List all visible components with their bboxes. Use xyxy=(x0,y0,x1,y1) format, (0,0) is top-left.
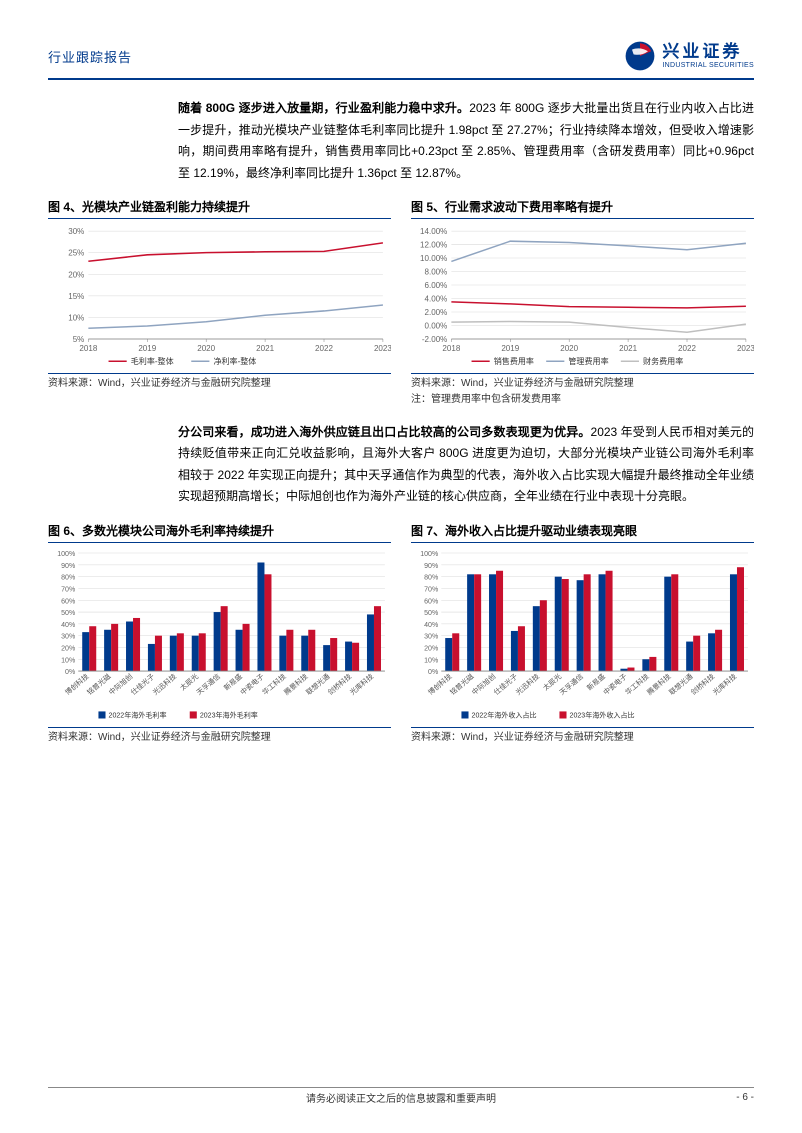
svg-text:8.00%: 8.00% xyxy=(425,268,448,277)
svg-text:光迅科技: 光迅科技 xyxy=(151,672,178,697)
svg-text:10%: 10% xyxy=(424,657,439,664)
svg-text:15%: 15% xyxy=(68,292,84,301)
svg-text:光库科技: 光库科技 xyxy=(348,672,375,697)
svg-text:10%: 10% xyxy=(61,657,76,664)
svg-text:天孚通信: 天孚通信 xyxy=(558,672,585,697)
svg-text:25%: 25% xyxy=(68,249,84,258)
svg-text:2021: 2021 xyxy=(619,344,637,353)
svg-text:60%: 60% xyxy=(424,598,439,605)
svg-text:管理费用率: 管理费用率 xyxy=(568,357,608,367)
svg-text:毛利率-整体: 毛利率-整体 xyxy=(131,357,174,367)
company-logo: 兴业证券 INDUSTRIAL SECURITIES xyxy=(624,40,754,72)
paragraph-2-bold: 分公司来看，成功进入海外供应链且出口占比较高的公司多数表现更为优异。 xyxy=(178,425,591,439)
svg-text:100%: 100% xyxy=(57,551,76,558)
chart-5-source: 资料来源：Wind，兴业证券经济与金融研究院整理 注：管理费用率中包含研发费用率 xyxy=(411,373,754,408)
svg-text:90%: 90% xyxy=(424,563,439,570)
svg-text:4.00%: 4.00% xyxy=(425,295,448,304)
svg-text:20%: 20% xyxy=(61,646,76,653)
svg-text:70%: 70% xyxy=(424,587,439,594)
svg-text:20%: 20% xyxy=(424,646,439,653)
chart-4-block: 图 4、光模块产业链盈利能力持续提升 5% 10% 15% 20% 25% 30% 2018… xyxy=(48,198,391,407)
svg-text:10%: 10% xyxy=(68,314,84,323)
svg-text:销售费用率: 销售费用率 xyxy=(494,357,534,367)
svg-text:2021: 2021 xyxy=(256,344,274,353)
svg-text:30%: 30% xyxy=(68,227,84,236)
svg-text:50%: 50% xyxy=(61,610,76,617)
svg-text:60%: 60% xyxy=(61,598,76,605)
logo-text-en: INDUSTRIAL SECURITIES xyxy=(662,62,754,70)
svg-text:100%: 100% xyxy=(420,551,439,558)
svg-text:2022年海外毛利率: 2022年海外毛利率 xyxy=(109,710,167,719)
svg-text:2023: 2023 xyxy=(374,344,391,353)
footer-disclaimer: 请务必阅读正文之后的信息披露和重要声明 xyxy=(306,1090,496,1105)
svg-text:80%: 80% xyxy=(61,575,76,582)
svg-text:0%: 0% xyxy=(65,669,76,676)
svg-text:2020: 2020 xyxy=(560,344,578,353)
svg-text:14.00%: 14.00% xyxy=(420,227,447,236)
logo-text-cn: 兴业证券 xyxy=(662,43,754,62)
chart-4-title: 图 4、光模块产业链盈利能力持续提升 xyxy=(48,198,391,219)
svg-text:50%: 50% xyxy=(424,610,439,617)
page-footer: 请务必阅读正文之后的信息披露和重要声明 - 6 - xyxy=(48,1087,754,1103)
svg-text:6.00%: 6.00% xyxy=(425,281,448,290)
svg-text:2019: 2019 xyxy=(138,344,156,353)
charts-row-2: 图 6、多数光模块公司海外毛利率持续提升 0% 10% 20% 30% 40% 50% 60… xyxy=(48,522,754,746)
chart-6-source: 资料来源：Wind，兴业证券经济与金融研究院整理 xyxy=(48,727,391,746)
svg-text:80%: 80% xyxy=(424,575,439,582)
svg-text:光库科技: 光库科技 xyxy=(711,672,738,697)
chart-6-block: 图 6、多数光模块公司海外毛利率持续提升 0% 10% 20% 30% 40% 50% 60… xyxy=(48,522,391,746)
svg-text:2023年海外毛利率: 2023年海外毛利率 xyxy=(200,710,258,719)
svg-text:2022: 2022 xyxy=(315,344,333,353)
chart-7: 0%10%20%30%40%50%60%70%80%90%100%博创科技铭普光… xyxy=(411,547,754,724)
svg-text:新易盛: 新易盛 xyxy=(222,672,244,692)
chart-7-block: 图 7、海外收入占比提升驱动业绩表现亮眼 0% 10% 20% 30% 40% 50% 60… xyxy=(411,522,754,746)
svg-text:2023年海外收入占比: 2023年海外收入占比 xyxy=(570,710,635,719)
svg-text:光迅科技: 光迅科技 xyxy=(514,672,541,697)
svg-text:-2.00%: -2.00% xyxy=(422,335,448,344)
chart-7-source: 资料来源：Wind，兴业证券经济与金融研究院整理 xyxy=(411,727,754,746)
page-header: 行业跟踪报告 兴业证券 INDUSTRIAL SECURITIES xyxy=(48,40,754,80)
chart-5-block: 图 5、行业需求波动下费用率略有提升 -2.00% 0.00% 2.00% 4.00%… xyxy=(411,198,754,407)
svg-text:2022: 2022 xyxy=(678,344,696,353)
svg-text:0.00%: 0.00% xyxy=(425,322,448,331)
svg-text:12.00%: 12.00% xyxy=(420,241,447,250)
paragraph-2: 分公司来看，成功进入海外供应链且出口占比较高的公司多数表现更为优异。2023 年… xyxy=(178,422,754,508)
chart-4-source: 资料来源：Wind，兴业证券经济与金融研究院整理 xyxy=(48,373,391,392)
svg-text:30%: 30% xyxy=(61,634,76,641)
paragraph-1: 随着 800G 逐步进入放量期，行业盈利能力稳中求升。2023 年 800G 逐… xyxy=(178,98,754,184)
svg-text:20%: 20% xyxy=(68,271,84,280)
page-number: - 6 - xyxy=(736,1092,754,1103)
svg-text:5%: 5% xyxy=(73,335,85,344)
svg-text:新易盛: 新易盛 xyxy=(585,672,607,692)
svg-text:2019: 2019 xyxy=(501,344,519,353)
charts-row-1: 图 4、光模块产业链盈利能力持续提升 5% 10% 15% 20% 25% 30% 2018… xyxy=(48,198,754,407)
svg-text:70%: 70% xyxy=(61,587,76,594)
svg-text:财务费用率: 财务费用率 xyxy=(643,357,683,367)
chart-6: 0%10%20%30%40%50%60%70%80%90%100%博创科技铭普光… xyxy=(48,547,391,724)
svg-text:净利率-整体: 净利率-整体 xyxy=(213,357,256,367)
chart-5-title: 图 5、行业需求波动下费用率略有提升 xyxy=(411,198,754,219)
report-type: 行业跟踪报告 xyxy=(48,47,132,66)
svg-text:40%: 40% xyxy=(424,622,439,629)
chart-7-title: 图 7、海外收入占比提升驱动业绩表现亮眼 xyxy=(411,522,754,543)
svg-text:太辰光: 太辰光 xyxy=(541,672,563,692)
svg-text:2022年海外收入占比: 2022年海外收入占比 xyxy=(472,710,537,719)
svg-text:太辰光: 太辰光 xyxy=(178,672,200,692)
paragraph-1-bold: 随着 800G 逐步进入放量期，行业盈利能力稳中求升。 xyxy=(178,101,469,115)
chart-4: 5% 10% 15% 20% 25% 30% 2018 2019 2020 2021 2022 202… xyxy=(48,223,391,369)
svg-text:2018: 2018 xyxy=(442,344,460,353)
svg-text:2023: 2023 xyxy=(737,344,754,353)
svg-text:2018: 2018 xyxy=(79,344,97,353)
svg-text:0%: 0% xyxy=(428,669,439,676)
logo-icon xyxy=(624,40,656,72)
svg-text:30%: 30% xyxy=(424,634,439,641)
chart-5: -2.00% 0.00% 2.00% 4.00% 6.00% 8.00% 10.00% 12.… xyxy=(411,223,754,369)
svg-text:2.00%: 2.00% xyxy=(425,308,448,317)
svg-text:天孚通信: 天孚通信 xyxy=(195,672,222,697)
chart-6-title: 图 6、多数光模块公司海外毛利率持续提升 xyxy=(48,522,391,543)
svg-text:10.00%: 10.00% xyxy=(420,254,447,263)
svg-text:40%: 40% xyxy=(61,622,76,629)
svg-text:90%: 90% xyxy=(61,563,76,570)
svg-text:2020: 2020 xyxy=(197,344,215,353)
